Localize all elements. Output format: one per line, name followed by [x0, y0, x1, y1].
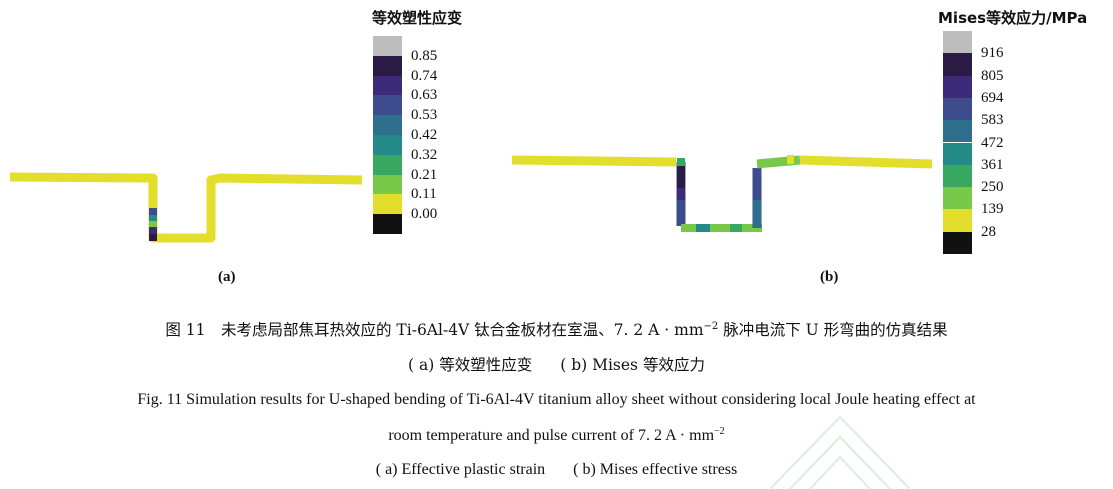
colorbar-band: [373, 154, 402, 175]
stress-spot: [677, 188, 685, 200]
caption-zh-title-text: 图 11 未考虑局部焦耳热效应的 Ti-6Al-4V 钛合金板材在室温、7. 2…: [165, 321, 704, 339]
colorbar-band: [373, 36, 402, 56]
caption-en-line2: room temperature and pulse current of 7.…: [0, 427, 1113, 445]
colorbar-band: [943, 53, 972, 76]
stress-spot: [696, 224, 710, 232]
stress-spot: [787, 155, 794, 164]
colorbar-tick-label: 0.00: [411, 206, 438, 223]
colorbar-tick-label: 0.63: [411, 87, 438, 104]
colorbar-band: [373, 135, 402, 155]
colorbar-tick-label: 139: [981, 201, 1004, 218]
caption-en-subtitles: ( a) Effective plastic strain ( b) Mises …: [0, 461, 1113, 479]
colorbar-band: [373, 194, 402, 215]
panel-b-mises-stress: Mises等效应力/MPa 916 805 694 583 472 361 250 139 28…: [500, 0, 1113, 300]
colorbar-tick-label: 0.11: [411, 186, 437, 203]
colorbar-band: [373, 174, 402, 195]
sheet-outline: [9, 172, 363, 243]
caption-zh-sub-b: ( b) Mises 等效应力: [560, 356, 705, 374]
colorbar-band: [943, 164, 972, 188]
caption-zh-title: 图 11 未考虑局部焦耳热效应的 Ti-6Al-4V 钛合金板材在室温、7. 2…: [0, 318, 1113, 340]
colorbar-band: [943, 31, 972, 54]
colorbar-band: [943, 231, 972, 254]
caption-zh-title-text-end: 脉冲电流下 U 形弯曲的仿真结果: [718, 321, 948, 339]
stress-spot: [730, 224, 742, 232]
colorbar-band: [373, 95, 402, 116]
colorbar-band: [373, 115, 402, 135]
strain-spot: [149, 234, 157, 241]
colorbar-tick-label: 0.85: [411, 47, 438, 64]
colorbar-band: [943, 75, 972, 98]
colorbar-tick-label: 28: [981, 223, 996, 240]
stress-spot: [753, 200, 761, 228]
colorbar-tick-label: 694: [981, 89, 1004, 106]
panel-a-plastic-strain: 等效塑性应变 0.85 0.74 0.63 0.53 0.42 0.32 0.21 0.11 0…: [0, 0, 540, 300]
colorbar-title: 等效塑性应变: [372, 9, 463, 27]
caption-en-sub-b: ( b) Mises effective stress: [573, 461, 738, 478]
sheet-plastic-strain-contour: [9, 172, 363, 243]
colorbar-tick-label: 0.32: [411, 146, 438, 163]
colorbar-band: [943, 142, 972, 165]
caption-zh-sub-a: ( a) 等效塑性应变: [408, 356, 533, 374]
colorbar-title: Mises等效应力/MPa: [938, 9, 1088, 27]
colorbar-tick-label: 472: [981, 134, 1004, 151]
caption-en-superscript: −2: [714, 426, 725, 437]
caption-zh-subtitles: ( a) 等效塑性应变 ( b) Mises 等效应力: [0, 353, 1113, 375]
colorbar-tick-label: 0.53: [411, 107, 438, 124]
colorbar-tick-label: 805: [981, 67, 1004, 84]
colorbar-band: [373, 75, 402, 96]
colorbar-tick-label: 0.21: [411, 166, 438, 183]
colorbar-band: [943, 97, 972, 121]
caption-zh-superscript: −2: [703, 321, 719, 332]
stress-spot: [677, 158, 685, 166]
sheet-mises-stress-contour: [511, 155, 933, 232]
strain-spot: [149, 227, 157, 234]
colorbar-tick-label: 0.74: [411, 67, 438, 84]
colorbar-band: [373, 55, 402, 76]
strain-spot: [149, 221, 157, 227]
caption-en-line1: Fig. 11 Simulation results for U-shaped …: [137, 391, 976, 408]
colorbar-tick-label: 0.42: [411, 127, 438, 143]
subfigure-label-b: (b): [820, 269, 839, 285]
watermark-logo: [770, 415, 910, 489]
colorbar-band: [943, 187, 972, 210]
colorbar-band: [373, 214, 402, 234]
sheet-right-flange: [799, 155, 933, 169]
subfigure-label-a: (a): [218, 269, 236, 285]
colorbar-tick-label: 361: [981, 156, 1004, 173]
strain-spot: [149, 215, 157, 221]
colorbar-tick-label: 916: [981, 45, 1004, 62]
caption-en-line2-text: room temperature and pulse current of 7.…: [388, 427, 715, 444]
colorbar-tick-label: 250: [981, 179, 1004, 196]
stress-spot: [677, 166, 685, 188]
sheet-left-flange: [511, 155, 677, 167]
strain-spot: [149, 208, 157, 215]
colorbar-band: [943, 209, 972, 232]
colorbar-tick-label: 583: [981, 112, 1004, 129]
caption-en-sub-a: ( a) Effective plastic strain: [375, 461, 546, 478]
colorbar-band: [943, 120, 972, 143]
